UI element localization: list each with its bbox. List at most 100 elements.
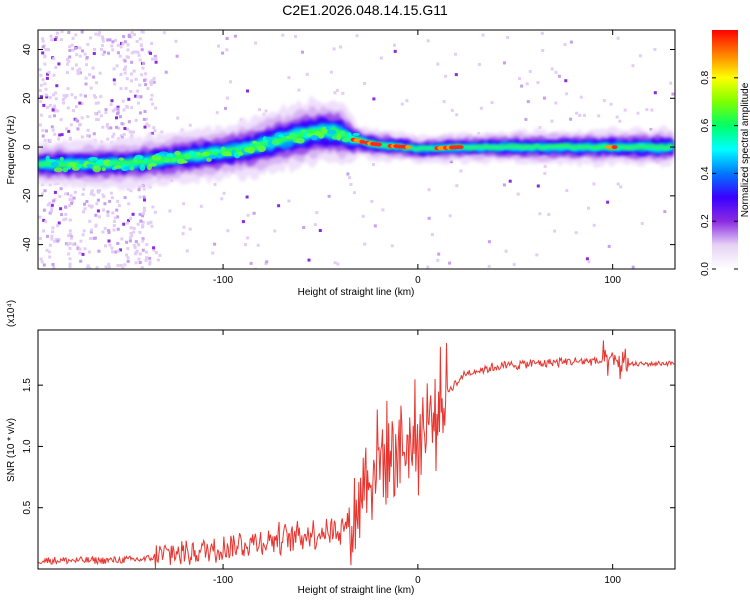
noise-speckle <box>154 251 158 255</box>
noise-speckle <box>53 109 57 113</box>
noise-speckle <box>152 80 156 84</box>
noise-speckle <box>101 44 104 48</box>
noise-speckle <box>83 207 87 211</box>
noise-speckle <box>125 240 129 244</box>
noise-speckle <box>39 113 43 117</box>
noise-speckle <box>148 260 152 264</box>
noise-speckle <box>217 44 220 48</box>
signal-blob <box>341 137 350 143</box>
x-tick-label: -100 <box>213 575 233 586</box>
noise-speckle <box>578 114 582 117</box>
noise-speckle <box>68 204 72 208</box>
noise-speckle <box>127 202 131 206</box>
signal-blob <box>95 159 105 166</box>
signal-blob <box>143 158 148 163</box>
noise-speckle <box>94 101 98 105</box>
noise-speckle <box>301 50 304 54</box>
noise-speckle <box>98 71 102 75</box>
noise-speckle <box>78 251 82 255</box>
noise-speckle <box>68 55 72 59</box>
noise-speckle <box>103 50 106 54</box>
noise-speckle <box>138 261 142 264</box>
noise-speckle <box>569 40 573 44</box>
noise-speckle <box>84 82 88 86</box>
noise-speckle <box>97 190 101 194</box>
noise-speckle <box>226 96 229 100</box>
noise-speckle <box>48 138 52 142</box>
signal-blob <box>211 149 221 153</box>
noise-speckle <box>112 67 116 71</box>
noise-speckle <box>123 127 127 130</box>
spectrogram-axes: -100 0 100 40 20 0 -20 -40 <box>22 30 675 286</box>
noise-speckle <box>479 106 483 110</box>
noise-speckle <box>427 188 431 192</box>
noise-speckle <box>111 250 115 254</box>
noise-speckle <box>550 67 554 71</box>
noise-speckle <box>142 187 146 191</box>
signal-blob <box>339 130 345 137</box>
noise-speckle <box>50 209 53 213</box>
noise-speckle <box>454 52 457 56</box>
noise-speckle <box>42 208 46 212</box>
noise-speckle <box>92 132 96 136</box>
noise-speckle <box>623 108 627 112</box>
y-tick-label: 0 <box>22 144 33 150</box>
noise-speckle <box>393 43 396 47</box>
noise-speckle <box>51 108 55 112</box>
noise-speckle <box>130 234 134 238</box>
signal-blob <box>295 138 305 144</box>
noise-speckle <box>381 208 385 212</box>
noise-speckle <box>53 114 56 118</box>
snr-line <box>38 340 675 569</box>
noise-speckle <box>123 263 127 267</box>
noise-speckle <box>68 242 72 245</box>
noise-speckle <box>145 250 149 254</box>
noise-speckle <box>74 63 78 67</box>
noise-speckle <box>141 214 144 218</box>
noise-speckle <box>353 191 356 195</box>
noise-speckle <box>535 253 539 257</box>
noise-speckle <box>123 71 127 75</box>
x-tick-label: -100 <box>213 275 233 286</box>
noise-speckle <box>81 192 85 196</box>
noise-speckle <box>87 250 91 254</box>
noise-speckle <box>79 259 83 263</box>
noise-speckle <box>85 56 89 59</box>
noise-speckle <box>583 113 586 117</box>
noise-speckle <box>64 205 67 209</box>
noise-speckle <box>39 83 43 87</box>
noise-speckle <box>448 214 452 218</box>
noise-speckle <box>126 221 129 225</box>
noise-speckle <box>46 203 50 207</box>
noise-speckle <box>653 48 657 51</box>
noise-speckle <box>636 111 640 115</box>
noise-speckle <box>41 192 44 196</box>
signal-blob <box>163 158 171 163</box>
noise-speckle <box>134 252 137 256</box>
noise-speckle <box>185 249 189 253</box>
noise-speckle <box>645 108 649 112</box>
signal-blob <box>171 157 177 163</box>
noise-speckle <box>142 117 146 121</box>
noise-speckle <box>315 211 319 215</box>
noise-speckle <box>225 48 229 52</box>
noise-speckle <box>592 182 596 186</box>
noise-speckle <box>88 73 92 77</box>
noise-speckle <box>42 229 46 233</box>
noise-speckle <box>46 234 49 238</box>
signal-blob <box>113 165 122 169</box>
noise-speckle <box>100 140 104 144</box>
noise-speckle <box>145 122 149 126</box>
noise-speckle <box>88 266 92 269</box>
signal-blob <box>118 157 125 161</box>
noise-speckle <box>115 64 119 68</box>
signal-blob <box>158 151 169 156</box>
noise-speckle <box>153 57 157 61</box>
noise-speckle <box>39 257 43 261</box>
noise-speckle <box>68 45 72 49</box>
noise-speckle <box>65 127 69 131</box>
noise-speckle <box>361 214 365 218</box>
noise-speckle <box>44 87 48 91</box>
noise-speckle <box>122 132 126 136</box>
